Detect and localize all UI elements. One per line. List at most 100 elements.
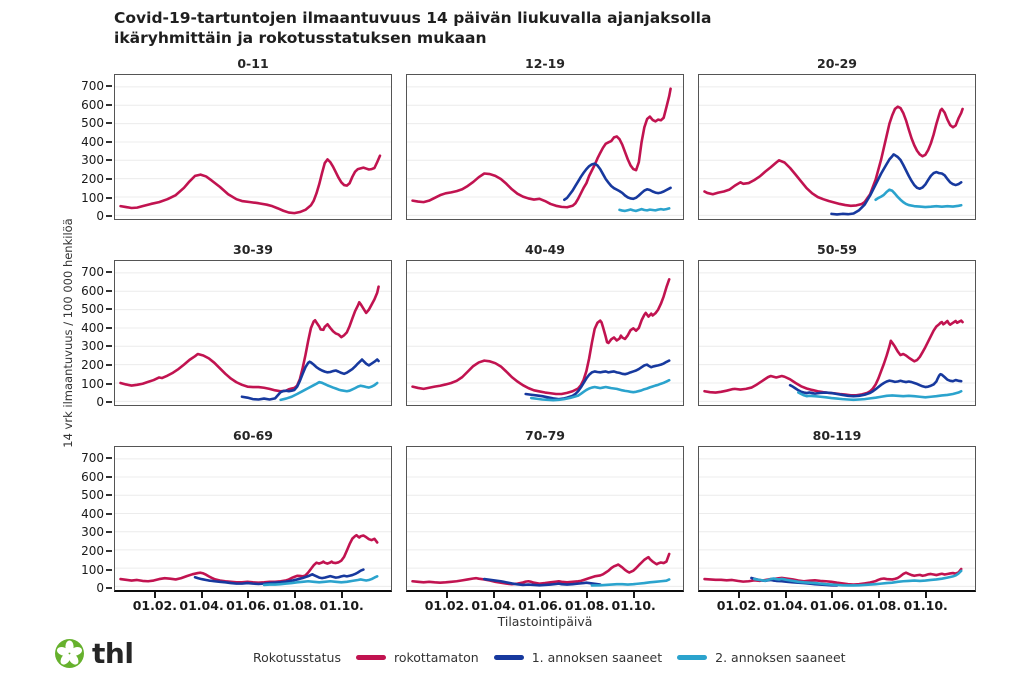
panel-plot	[406, 446, 684, 592]
y-tick-mark	[106, 364, 112, 367]
y-tick-label: 700	[81, 265, 104, 280]
panel-plot	[698, 260, 976, 406]
series-line-2. annoksen saaneet	[620, 208, 670, 211]
y-tick-label: 700	[81, 451, 104, 466]
y-tick-label: 600	[81, 283, 104, 298]
x-tick-label: 01.08.	[564, 598, 610, 613]
thl-logo: thl	[54, 636, 134, 670]
thl-logo-text: thl	[92, 636, 134, 670]
series-line-rokottamaton	[413, 279, 670, 394]
y-tick-mark	[106, 140, 112, 143]
y-tick-mark	[106, 196, 112, 199]
x-tick-mark	[784, 592, 787, 598]
age-panel-80-119: 80-119 01.02. 01.04. 01.06. 01.08. 01.10.	[698, 428, 976, 614]
age-panel-0-11: 0-11	[114, 56, 392, 220]
panel-plot	[114, 260, 392, 406]
x-tick-mark	[445, 592, 448, 598]
series-line-2. annoksen saaneet	[531, 380, 669, 400]
panel-title: 20-29	[817, 56, 857, 71]
series-line-1. annoksen saaneet	[195, 570, 363, 584]
x-tick-mark	[877, 592, 880, 598]
y-tick-label: 100	[81, 562, 104, 577]
x-tick-label: 01.10.	[611, 598, 656, 613]
panel-plot	[698, 446, 976, 592]
y-tick-mark	[106, 457, 112, 460]
y-tick-mark	[106, 122, 112, 125]
x-tick-mark	[492, 592, 495, 598]
x-tick-label: 01.10.	[319, 598, 364, 613]
legend-item-second-dose: 2. annoksen saaneet	[677, 650, 846, 665]
y-tick-mark	[106, 512, 112, 515]
panel-title: 50-59	[817, 242, 857, 257]
legend-title: Rokotusstatus	[253, 650, 341, 665]
age-panel-70-79: 70-79 01.02. 01.04. 01.06. 01.08. 01.10.	[406, 428, 684, 614]
series-line-1. annoksen saaneet	[831, 154, 961, 214]
x-tick-labels: 01.02. 01.04. 01.06. 01.08. 01.10.	[406, 592, 684, 614]
legend-label: rokottamaton	[393, 650, 479, 665]
y-tick-mark	[106, 85, 112, 88]
panels-grid: 0 100 200 300 400 500 600 700 0-11 12-19 20-29 0 100…	[66, 56, 976, 614]
x-tick-label: 01.04.	[763, 598, 808, 613]
panel-title: 80-119	[812, 428, 862, 443]
y-tick-label: 600	[81, 469, 104, 484]
x-tick-label: 01.10.	[903, 598, 948, 613]
series-line-1. annoksen saaneet	[484, 579, 600, 585]
panel-plot	[698, 74, 976, 220]
legend-item-first-dose: 1. annoksen saaneet	[493, 650, 662, 665]
series-swatch-second-dose	[677, 655, 708, 660]
age-panel-30-39: 30-39	[114, 242, 392, 406]
x-tick-label: 01.06.	[226, 598, 271, 613]
y-tick-label: 500	[81, 302, 104, 317]
panel-title: 60-69	[233, 428, 273, 443]
y-tick-labels: 0 100 200 300 400 500 600 700	[66, 56, 114, 223]
series-line-1. annoksen saaneet	[790, 374, 961, 396]
panel-title: 30-39	[233, 242, 273, 257]
x-tick-mark	[340, 592, 343, 598]
series-line-2. annoksen saaneet	[876, 190, 962, 207]
y-tick-label: 700	[81, 79, 104, 94]
chart-title: Covid-19-tartuntojen ilmaantuvuus 14 päi…	[114, 9, 712, 48]
x-tick-mark	[247, 592, 250, 598]
x-tick-label: 01.02.	[132, 598, 178, 613]
series-swatch-first-dose	[493, 655, 524, 660]
age-panel-60-69: 60-69 01.02. 01.04. 01.06. 01.08. 01.10.	[114, 428, 392, 614]
y-tick-mark	[106, 103, 112, 106]
series-line-rokottamaton	[413, 89, 671, 208]
series-line-rokottamaton	[705, 569, 962, 584]
x-tick-mark	[200, 592, 203, 598]
legend: Rokotusstatus rokottamaton 1. annoksen s…	[253, 650, 846, 665]
y-tick-label: 100	[81, 376, 104, 391]
thl-flower-icon	[55, 639, 84, 668]
y-tick-mark	[106, 215, 112, 218]
panel-title: 12-19	[525, 56, 565, 71]
y-tick-mark	[106, 289, 112, 292]
y-tick-label: 100	[81, 190, 104, 205]
panel-row: 0 100 200 300 400 500 600 700 60-69 01.02. 01.04. 0…	[66, 428, 976, 614]
y-tick-mark	[106, 178, 112, 181]
y-tick-label: 200	[81, 358, 104, 373]
series-line-2. annoksen saaneet	[754, 571, 961, 586]
chart-figure: 0 100 200 300 400 500 600 700 0-11 12-19 20-29 0 100…	[66, 56, 976, 629]
age-panel-50-59: 50-59	[698, 242, 976, 406]
panel-plot	[406, 74, 684, 220]
y-tick-mark	[106, 587, 112, 590]
y-tick-mark	[106, 494, 112, 497]
panel-row: 0 100 200 300 400 500 600 700 0-11 12-19 20-29	[66, 56, 976, 223]
series-swatch-unvaccinated	[355, 655, 386, 660]
series-line-2. annoksen saaneet	[798, 391, 961, 400]
y-tick-mark	[106, 345, 112, 348]
x-tick-labels: 01.02. 01.04. 01.06. 01.08. 01.10.	[114, 592, 392, 614]
x-tick-label: 01.04.	[471, 598, 516, 613]
y-tick-label: 300	[81, 339, 104, 354]
age-panel-20-29: 20-29	[698, 56, 976, 220]
x-tick-mark	[632, 592, 635, 598]
x-tick-label: 01.02.	[716, 598, 762, 613]
age-panel-12-19: 12-19	[406, 56, 684, 220]
x-tick-label: 01.02.	[424, 598, 470, 613]
age-panel-40-49: 40-49	[406, 242, 684, 406]
x-tick-label: 01.08.	[272, 598, 318, 613]
series-line-rokottamaton	[121, 535, 378, 583]
panel-title: 0-11	[237, 56, 269, 71]
x-tick-mark	[153, 592, 156, 598]
